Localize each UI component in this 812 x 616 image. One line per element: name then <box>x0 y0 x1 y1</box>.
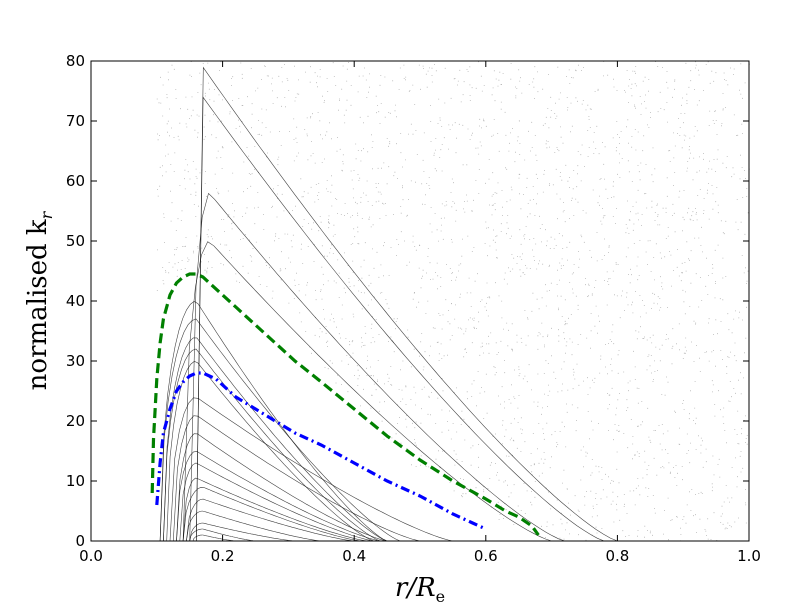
orbit-curve <box>189 528 256 542</box>
orbit-curve <box>196 66 618 542</box>
y-axis-label: normalised kr <box>23 210 56 390</box>
orbit-curve <box>182 486 361 542</box>
y-tick-label: 70 <box>66 112 85 130</box>
orbit-curve <box>159 318 401 542</box>
x-tick-label: 0.0 <box>79 547 103 565</box>
orbit-curve <box>176 451 381 542</box>
chaotic-scatter-points <box>156 60 750 542</box>
orbit-curve <box>192 534 236 542</box>
y-tick-label: 80 <box>66 52 85 70</box>
x-tick-label: 0.4 <box>342 547 366 565</box>
orbit-curve <box>163 348 381 542</box>
orbit-layer <box>159 66 618 542</box>
orbit-curve <box>186 510 322 542</box>
orbit-curve <box>169 397 453 542</box>
y-axis-label-sub: r <box>37 210 56 219</box>
orbit-curve <box>176 433 388 542</box>
series-blue-dashdot-line <box>155 371 487 531</box>
orbit-curve <box>189 192 565 542</box>
y-tick-label: 10 <box>66 472 85 490</box>
x-axis-ticks: 0.0 0.2 0.4 0.6 0.8 1.0 <box>79 61 761 565</box>
y-tick-label: 0 <box>75 532 85 550</box>
plot-background <box>91 61 749 541</box>
y-tick-label: 50 <box>66 232 85 250</box>
orbit-curve <box>182 477 368 542</box>
orbit-curve <box>196 96 605 542</box>
y-axis-label-main: normalised k <box>23 219 53 390</box>
orbit-curve <box>182 241 552 542</box>
y-tick-label: 30 <box>66 352 85 370</box>
orbit-curve <box>179 462 374 542</box>
y-tick-label: 60 <box>66 172 85 190</box>
x-tick-label: 0.8 <box>605 547 629 565</box>
x-tick-label: 0.2 <box>211 547 235 565</box>
x-tick-label: 0.6 <box>474 547 498 565</box>
orbit-curve <box>189 522 296 542</box>
series-green-dashed-line <box>150 272 540 536</box>
x-axis-label: r/Re <box>395 573 445 606</box>
x-axis-label-main: r/R <box>395 573 436 603</box>
y-tick-label: 20 <box>66 412 85 430</box>
y-axis-ticks: 0 10 20 30 40 50 60 70 80 <box>66 52 749 550</box>
x-tick-label: 1.0 <box>737 547 761 565</box>
orbit-curve <box>163 337 388 542</box>
series-layer <box>150 272 540 536</box>
orbit-curve <box>159 301 388 542</box>
x-axis-label-sub: e <box>436 587 445 606</box>
orbit-curve <box>166 361 375 542</box>
orbit-curve <box>186 498 355 542</box>
orbit-curve <box>173 415 421 542</box>
scatter-layer <box>156 60 750 542</box>
y-tick-label: 40 <box>66 292 85 310</box>
